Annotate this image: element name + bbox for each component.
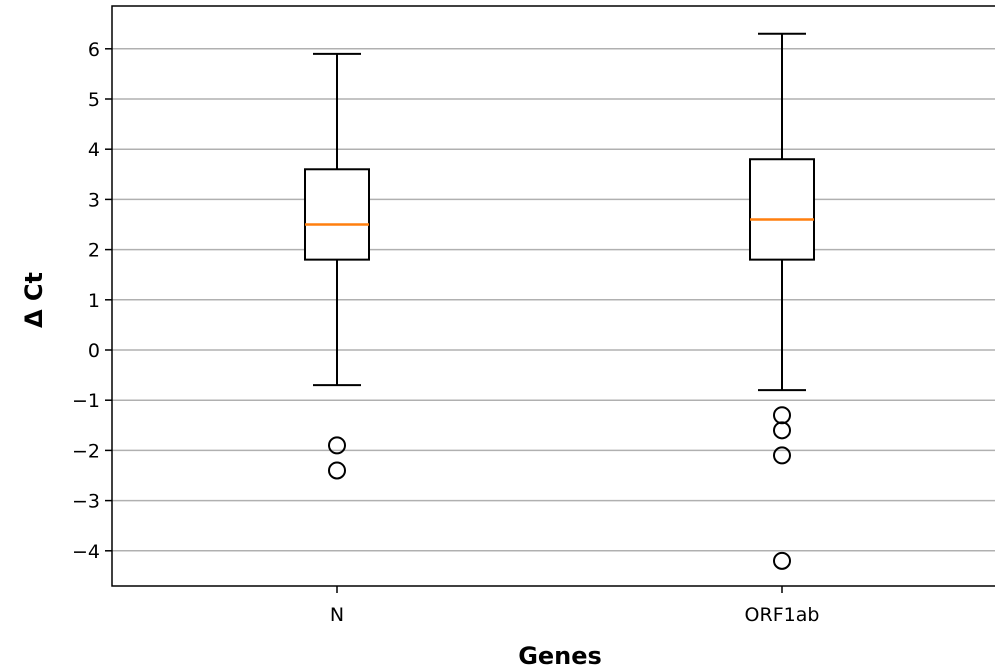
x-tick-label: N (330, 604, 344, 626)
boxes (304, 32, 815, 570)
y-tick-label: −1 (72, 390, 100, 412)
y-tick-label: −4 (72, 541, 100, 563)
x-axis-title: Genes (518, 642, 602, 670)
outlier-point (328, 461, 346, 480)
outlier-point (773, 551, 791, 570)
y-tick-label: −3 (72, 491, 100, 513)
y-tick-label: 3 (88, 189, 100, 211)
iqr-box (304, 168, 370, 261)
outlier-point (773, 446, 791, 465)
x-axis-ticks: N ORF1ab (330, 586, 820, 626)
y-tick-label: 1 (88, 290, 100, 312)
y-tick-label: 0 (88, 340, 100, 362)
outlier-point (773, 406, 791, 425)
x-tick-label: ORF1ab (745, 604, 820, 626)
box-n (304, 52, 370, 480)
y-axis-title: Δ Ct (20, 272, 48, 328)
y-tick-label: 4 (88, 139, 100, 161)
y-tick-label: −2 (72, 440, 100, 462)
y-tick-label: 5 (88, 89, 100, 111)
iqr-box (749, 158, 815, 261)
plot-frame (111, 5, 995, 587)
y-tick-label: 2 (88, 240, 100, 262)
grid-lines (112, 48, 995, 552)
box-orf1ab (749, 32, 815, 570)
y-axis-ticks: −4 −3 −2 −1 0 1 2 3 4 5 6 (72, 39, 112, 563)
outlier-point (773, 421, 791, 440)
y-tick-label: 6 (88, 39, 100, 61)
outlier-point (328, 436, 346, 455)
